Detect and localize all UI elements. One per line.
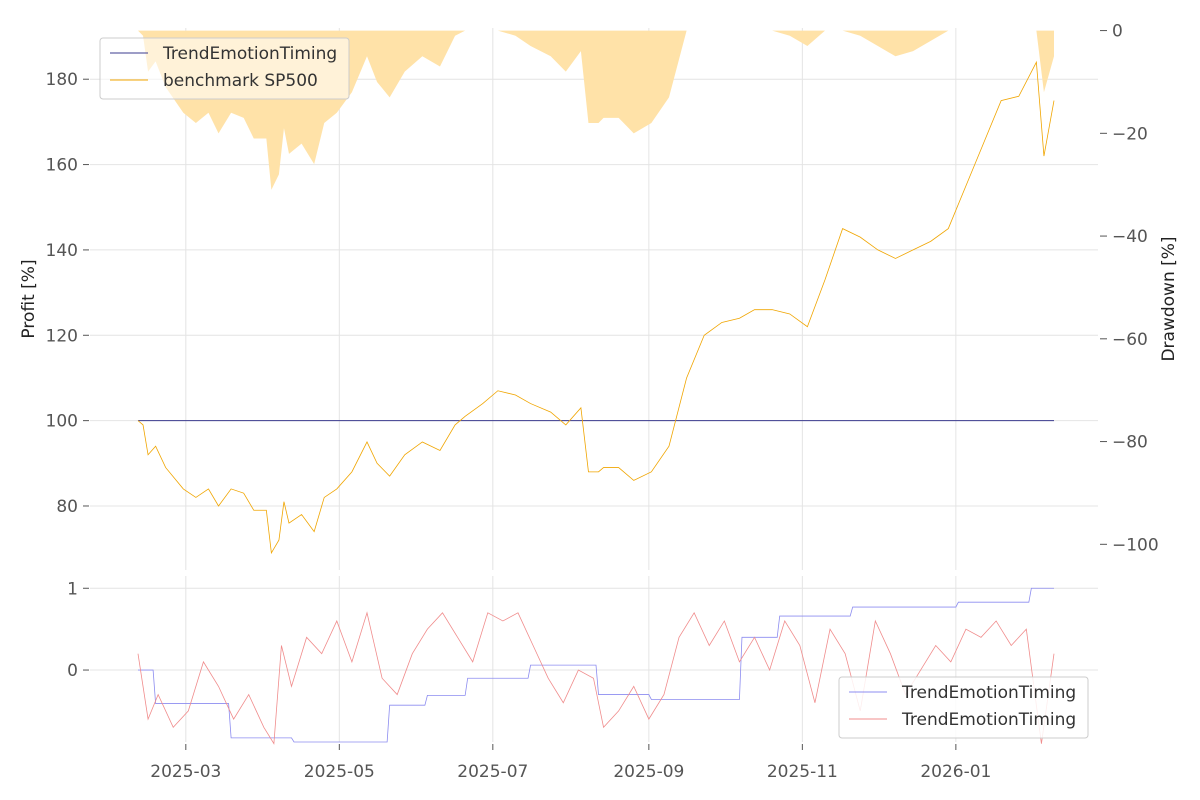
signal-series-layer [137,587,1055,745]
profit-tick-label: 120 [46,326,78,346]
date-tick-label: 2025-07 [457,762,528,782]
signal-tick-label: 0 [67,661,78,681]
drawdown-tick-label: −20 [1112,124,1148,144]
drawdown-area [138,30,1054,190]
drawdown-axis-label: Drawdown [%] [1159,236,1179,361]
signal-line [137,611,1055,745]
drawdown-y-tick: −60 [1100,330,1148,350]
drawdown-y-tick: −80 [1100,433,1148,453]
drawdown-y-ticks: 0 −20 −40 −60 −80 −100 [1100,22,1159,555]
legend-entry-label: TrendEmotionTiming [901,683,1076,703]
drawdown-y-tick: −20 [1100,124,1148,144]
drawdown-tick-label: −80 [1112,433,1148,453]
drawdown-tick-label: 0 [1112,22,1123,42]
date-x-tick: 2025-07 [457,744,528,782]
profit-y-tick: 100 [46,412,89,432]
drawdown-y-tick: 0 [1100,22,1123,42]
date-x-tick: 2025-03 [150,744,221,782]
date-tick-label: 2025-11 [767,762,838,782]
signal-legend-box [838,676,1089,739]
profit-tick-label: 180 [46,70,78,90]
profit-tick-label: 160 [46,156,78,176]
signal-y-tick: 0 [67,661,89,681]
benchmark-profit-line [137,60,1055,555]
signal-y-tick: 1 [67,579,89,599]
legend-entry-label: benchmark SP500 [163,71,318,91]
profit-axis-label: Profit [%] [19,259,39,338]
signal-legend: TrendEmotionTiming TrendEmotionTiming [838,676,1089,739]
date-tick-label: 2025-09 [613,762,684,782]
signal-panel: 01 2025-03 2025-05 2025-07 2025-09 2025-11 20… [67,576,1098,782]
signal-y-ticks: 01 [67,579,89,681]
profit-tick-label: 80 [56,497,78,517]
profit-legend-box [99,37,350,100]
drawdown-tick-label: −60 [1112,330,1148,350]
legend-entry-label: TrendEmotionTiming [162,44,337,64]
date-tick-label: 2026-01 [920,762,991,782]
drawdown-tick-label: −40 [1112,227,1148,247]
date-x-ticks: 2025-03 2025-05 2025-07 2025-09 2025-11 2026-… [150,744,991,782]
profit-y-tick: 80 [56,497,89,517]
date-x-tick: 2026-01 [920,744,991,782]
profit-tick-label: 100 [46,412,78,432]
date-tick-label: 2025-03 [150,762,221,782]
date-tick-label: 2025-05 [304,762,375,782]
profit-legend: TrendEmotionTiming benchmark SP500 [99,37,350,100]
profit-y-ticks: 80 100 120 140 160 180 [46,70,89,517]
legend-entry-label: TrendEmotionTiming [901,710,1076,730]
date-x-tick: 2025-09 [613,744,684,782]
profit-y-tick: 140 [46,241,89,261]
profit-y-tick: 160 [46,156,89,176]
profit-y-tick: 120 [46,326,89,346]
signal-tick-label: 1 [67,579,78,599]
date-x-tick: 2025-05 [304,744,375,782]
drawdown-area-layer [138,30,1054,190]
profit-tick-label: 140 [46,241,78,261]
profit-panel: 80 100 120 140 160 180 0 −20 −40 −60 −80 −100 Prof… [19,22,1179,570]
drawdown-y-tick: −100 [1100,535,1159,555]
drawdown-tick-label: −100 [1112,535,1159,555]
profit-series-layer [137,60,1055,555]
date-x-tick: 2025-11 [767,744,838,782]
drawdown-y-tick: −40 [1100,227,1148,247]
position-line [138,587,1054,743]
signal-grid [90,576,1098,742]
profit-y-tick: 180 [46,70,89,90]
